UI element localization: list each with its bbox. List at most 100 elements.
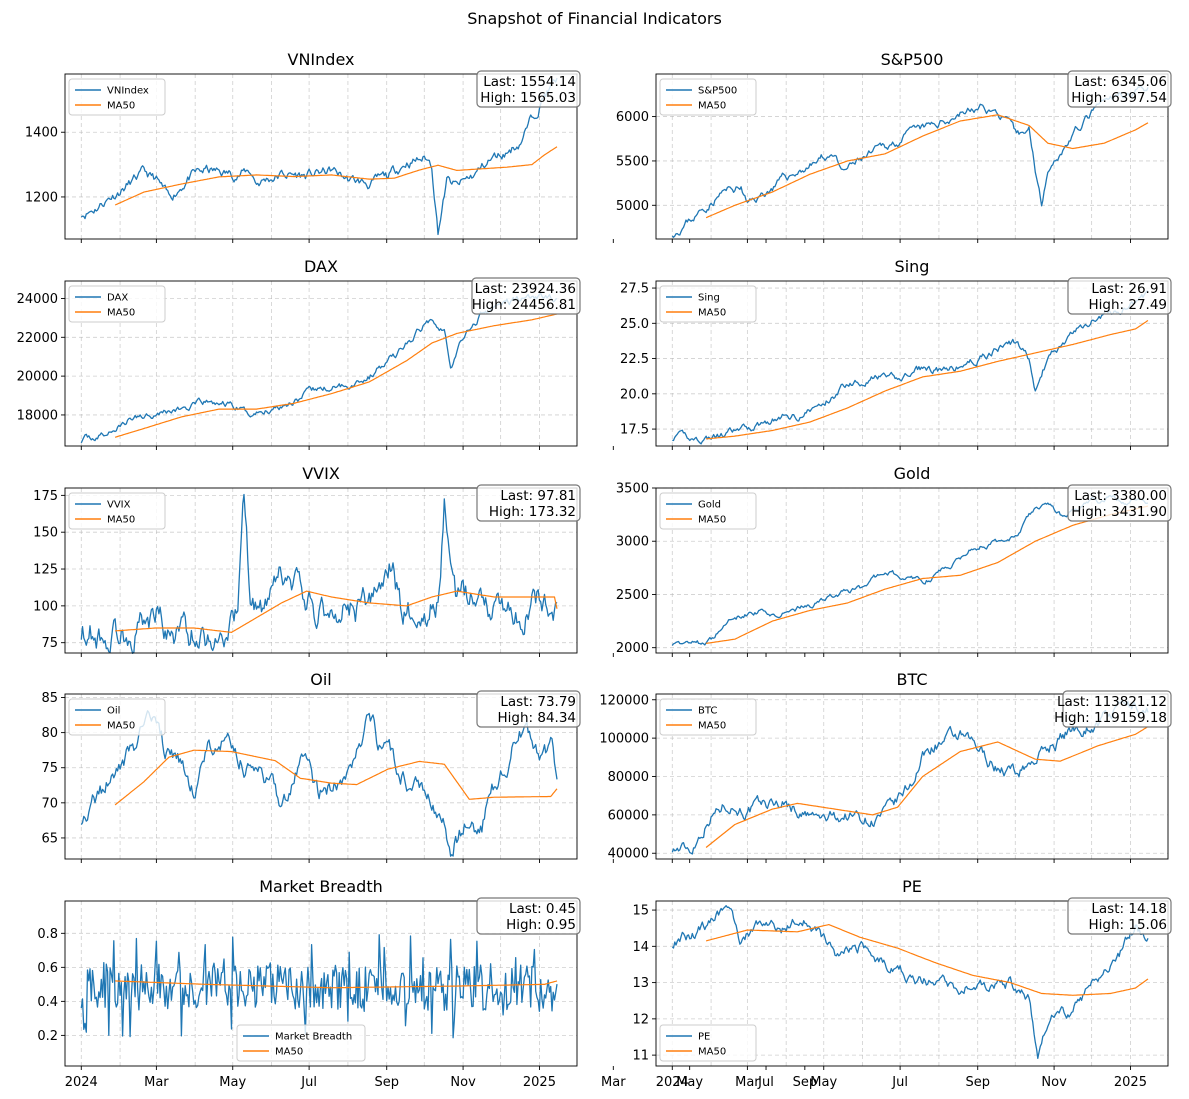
series-line-sing [672,290,1149,445]
ma50-line-market-breadth [115,980,558,989]
legend-label: MA50 [698,515,726,526]
ytick-label: 15 [632,904,649,919]
axes-frame [655,280,1169,447]
legend: VNIndex MA50 [68,78,166,116]
ytick-label: 120000 [599,693,649,708]
ma50-line-vvix [115,590,558,633]
ma50-line-s-p500 [705,114,1149,219]
high-value-label: High: 0.95 [506,917,576,933]
xtick-label: Jul [300,1075,317,1090]
legend-box [659,285,757,323]
high-value-label: High: 119159.18 [1054,710,1167,726]
stats-box [476,70,581,108]
xtick-label: Sep [374,1075,399,1090]
last-value-label: Last: 73.79 [500,694,576,710]
ytick-label: 60000 [608,808,649,823]
ytick-label: 175 [33,489,58,504]
axes-frame [655,900,1169,1067]
legend-label: Market Breadth [275,1032,352,1043]
axes-frame [64,693,578,860]
ma50-line-vnindex [114,146,558,206]
axes-frame [655,487,1169,654]
legend: BTC MA50 [659,698,757,736]
ytick-label: 80000 [608,770,649,785]
figure-title: Snapshot of Financial Indicators [467,9,722,28]
high-value-label: High: 173.32 [489,504,576,520]
xtick-label: Jul [891,1075,908,1090]
ytick-label: 18000 [17,408,58,423]
legend-box [68,698,166,736]
xtick-label: May [676,1075,703,1090]
series-line-vvix [80,493,558,655]
stats-box [1067,70,1172,108]
legend-label: VVIX [107,500,131,511]
legend-box [68,285,166,323]
legend-label: MA50 [107,721,135,732]
ytick-label: 27.5 [620,282,649,297]
xtick-label: May [810,1075,837,1090]
ytick-label: 70 [41,796,58,811]
subplot-market-breadth: 0.2 0.4 0.6 0.8 2024 Mar May Jul Sep Nov 2025 Mar Ma… [37,877,817,1090]
legend-label: MA50 [698,308,726,319]
subplot-title: BTC [897,670,928,689]
xtick-label: Nov [450,1075,476,1090]
last-value-label: Last: 113821.12 [1057,694,1167,710]
ytick-label: 75 [41,761,58,776]
last-value-label: Last: 6345.06 [1074,74,1167,90]
ytick-label: 125 [33,563,58,578]
high-value-label: High: 1565.03 [480,90,576,106]
ytick-label: 12 [632,1012,649,1027]
legend-label: MA50 [275,1047,303,1058]
series-line-dax [80,292,558,444]
ytick-label: 0.8 [37,927,58,942]
ytick-label: 17.5 [620,423,649,438]
ytick-label: 14 [632,940,649,955]
xtick-label: 2024 [656,1075,689,1090]
ytick-label: 24000 [17,292,58,307]
legend-label: Gold [698,500,721,511]
ytick-label: 80 [41,726,58,741]
xtick-label: May [219,1075,246,1090]
ytick-label: 22000 [17,331,58,346]
legend: Gold MA50 [659,492,757,530]
legend-box [659,78,757,116]
last-value-label: Last: 0.45 [509,901,576,917]
xtick-label: 2025 [523,1075,556,1090]
legend-label: MA50 [698,721,726,732]
ytick-label: 22.5 [620,352,649,367]
ma50-line-dax [114,313,558,438]
ytick-label: 20000 [17,370,58,385]
ytick-label: 100000 [599,732,649,747]
ytick-label: 0.4 [37,995,58,1010]
ytick-label: 3500 [616,482,649,497]
legend-box [68,492,166,530]
subplot-sing: 17.5 20.0 22.5 25.0 27.5 Sing Last: 26.91High:… [620,257,1172,450]
legend: DAX MA50 [68,285,166,323]
legend-label: BTC [698,706,717,717]
subplot-btc: 40000 60000 80000 100000 120000 BTC Last: 1138… [599,670,1172,863]
subplot-title: Oil [310,670,331,689]
ytick-label: 1400 [25,126,58,141]
xtick-label: Sep [793,1075,818,1090]
last-value-label: Last: 3380.00 [1074,488,1167,504]
xtick-label: Mar [144,1075,169,1090]
subplot-title: DAX [304,257,338,276]
last-value-label: Last: 97.81 [500,488,576,504]
subplot-title: Market Breadth [259,877,383,896]
ma50-line-gold [706,505,1149,644]
ma50-line-sing [706,319,1149,440]
ytick-label: 2000 [616,641,649,656]
subplot-title: PE [902,877,922,896]
ytick-label: 0.2 [37,1029,58,1044]
ytick-label: 5500 [616,154,649,169]
ytick-label: 3000 [616,535,649,550]
ytick-label: 20.0 [620,387,649,402]
ytick-label: 25.0 [620,317,649,332]
axes-frame [64,487,578,654]
ytick-label: 85 [41,691,58,706]
legend-label: VNIndex [107,86,149,97]
stats-box [476,897,581,935]
